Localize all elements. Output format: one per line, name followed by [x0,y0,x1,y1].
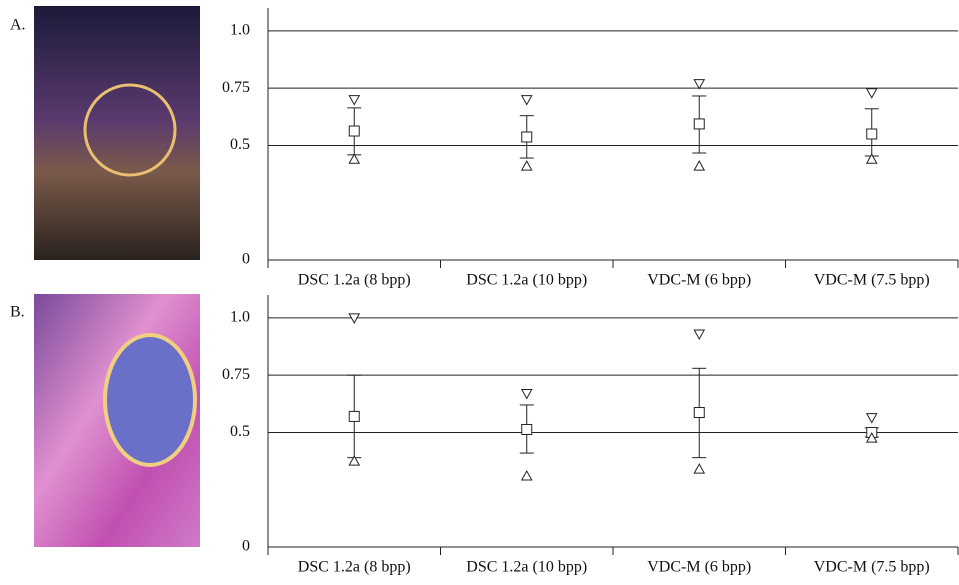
max-marker [522,390,532,399]
max-marker [522,96,532,105]
min-marker [694,464,704,473]
photo-b-medallion [105,335,195,465]
mean-marker [522,132,532,142]
max-marker [867,89,877,98]
x-tick-label: DSC 1.2a (8 bpp) [298,559,411,576]
mean-marker [694,408,704,418]
y-tick-label: 0.75 [222,366,250,383]
x-tick-label: DSC 1.2a (10 bpp) [466,559,587,576]
panel-label: A. [10,17,26,34]
min-marker [522,471,532,480]
mean-marker [694,119,704,129]
x-tick-label: DSC 1.2a (8 bpp) [298,272,411,289]
x-tick-label: VDC-M (6 bpp) [647,559,751,576]
mean-marker [522,424,532,434]
y-tick-label: 0.75 [222,79,250,96]
max-marker [349,96,359,105]
y-tick-label: 1.0 [230,22,250,39]
y-tick-label: 1.0 [230,309,250,326]
mean-marker [867,129,877,139]
max-marker [694,80,704,89]
panel-label: B. [10,304,25,321]
y-tick-label: 0 [242,538,250,555]
x-tick-label: DSC 1.2a (10 bpp) [466,272,587,289]
y-tick-label: 0.5 [230,423,250,440]
mean-marker [349,126,359,136]
max-marker [694,330,704,339]
y-tick-label: 0.5 [230,136,250,153]
min-marker [522,161,532,170]
x-tick-label: VDC-M (7.5 bpp) [814,559,930,576]
figure: A. 0 0.5 0.75 1.0 DSC 1.2a (8 bpp) DSC 1.2a (1… [0,0,959,585]
mean-marker [349,411,359,421]
max-marker [867,414,877,423]
x-tick-label: VDC-M (6 bpp) [647,272,751,289]
min-marker [349,154,359,163]
y-tick-label: 0 [242,251,250,268]
min-marker [694,161,704,170]
x-tick-label: VDC-M (7.5 bpp) [814,272,930,289]
